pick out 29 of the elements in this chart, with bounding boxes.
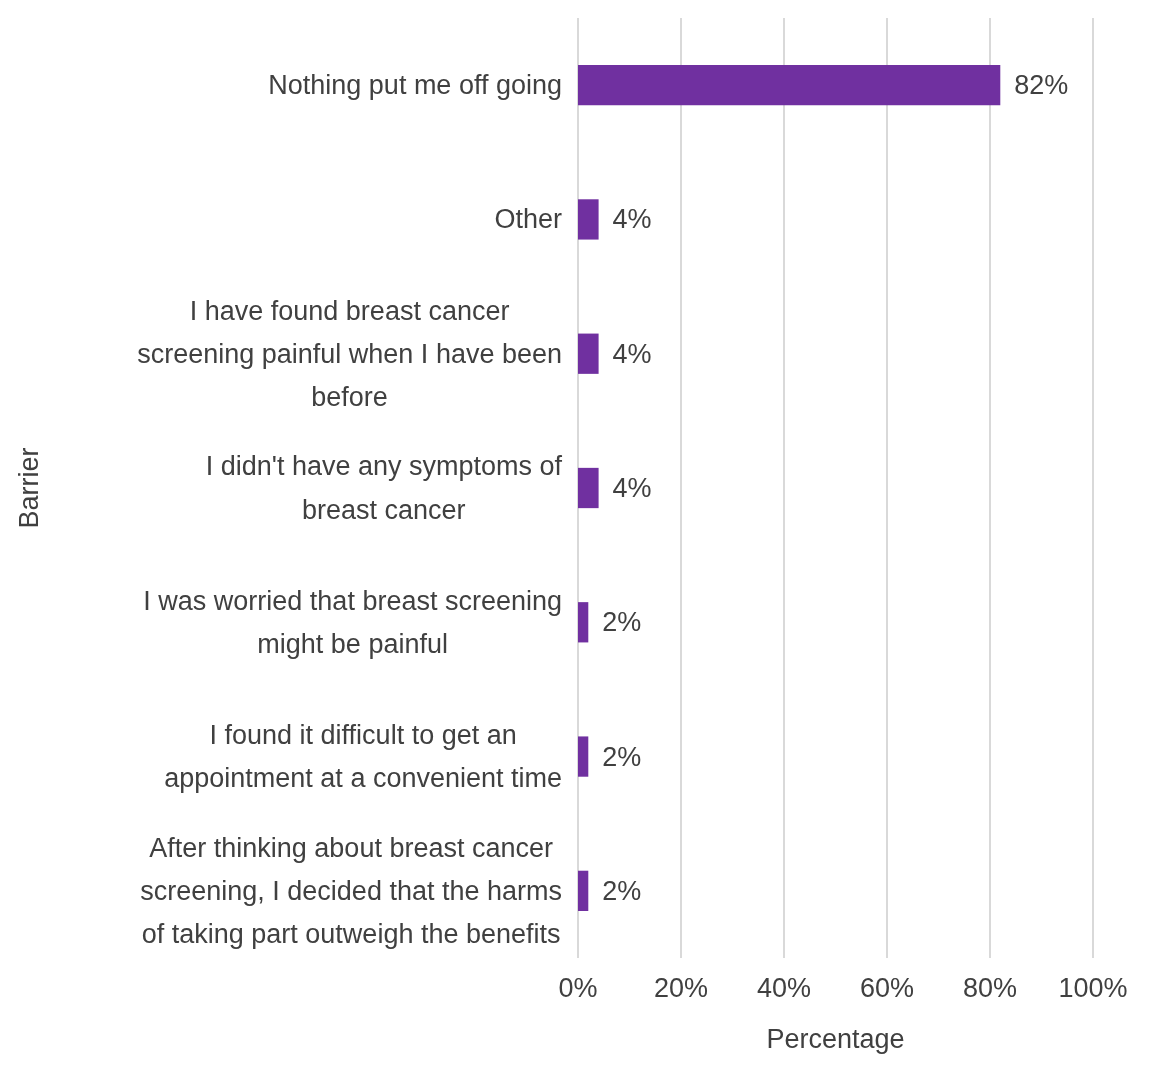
x-tick-label: 0% (558, 973, 598, 1004)
x-tick-label: 40% (756, 973, 812, 1004)
x-tick-label: 80% (962, 973, 1018, 1004)
x-tick-label: 100% (1058, 973, 1128, 1004)
bar (578, 333, 599, 374)
bar (578, 65, 1001, 106)
data-label: 2% (602, 607, 642, 638)
y-axis-title: Barrier (13, 447, 44, 529)
y-tick-label: Other (494, 204, 563, 235)
y-tick-label: Nothing put me off going (268, 70, 563, 101)
y-tick-label: After thinking about breast cancer screening, I decided that the harms of taking part outweigh the benefits (140, 832, 562, 950)
x-tick-label: 20% (653, 973, 709, 1004)
y-tick-label: I was worried that breast screening might be painful (143, 585, 562, 659)
y-tick-label: I found it difficult to get an appointment at a convenient time (164, 719, 562, 794)
bar (578, 870, 589, 911)
data-label: 2% (602, 741, 642, 772)
data-label: 4% (612, 338, 652, 369)
x-axis-title: Percentage (766, 1024, 905, 1054)
data-label: 4% (612, 204, 652, 235)
bar (578, 199, 599, 240)
data-label: 2% (602, 875, 642, 906)
data-label: 4% (612, 473, 652, 503)
x-tick-label: 60% (859, 973, 915, 1004)
y-tick-label: I have found breast cancer screening painful when I have been before (137, 295, 563, 412)
y-tick-label: I didn't have any symptoms of breast cancer (205, 451, 563, 525)
bar (578, 467, 599, 509)
bar (578, 736, 589, 777)
data-label: 82% (1014, 70, 1069, 101)
bar (578, 602, 589, 643)
